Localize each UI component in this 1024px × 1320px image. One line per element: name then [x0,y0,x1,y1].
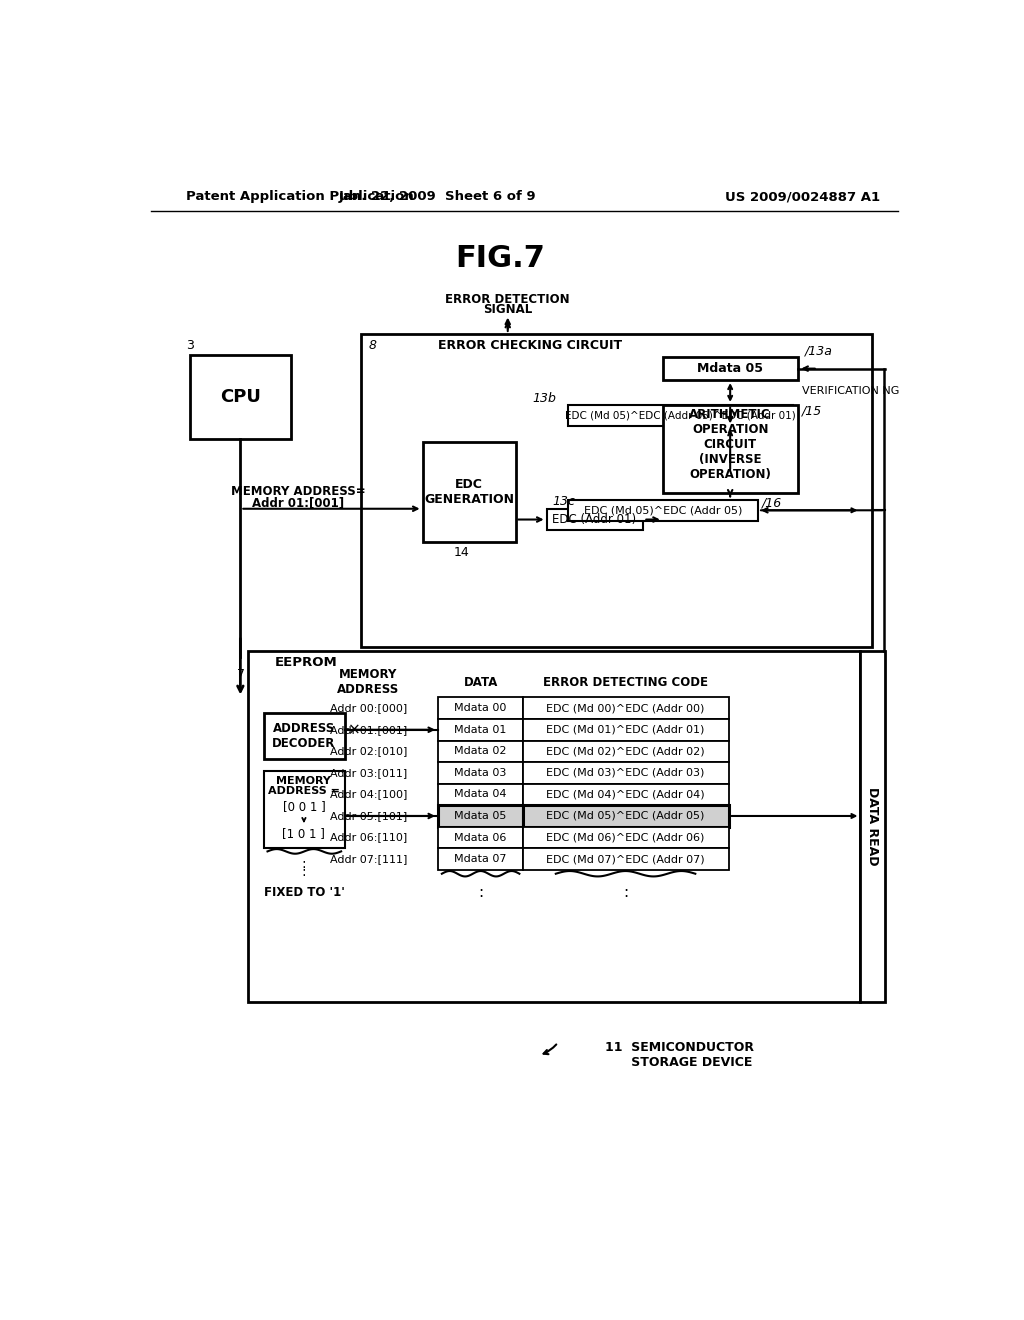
Bar [523,762,729,784]
Bar [523,805,729,826]
Text: EDC (Addr 01): EDC (Addr 01) [553,513,637,527]
Text: EDC (Md 00)^EDC (Addr 00): EDC (Md 00)^EDC (Addr 00) [547,704,705,713]
Text: :: : [478,886,483,900]
Text: MEMORY: MEMORY [276,776,332,787]
Text: MEMORY ADDRESS=: MEMORY ADDRESS= [231,486,366,499]
Text: Addr 00:[000]: Addr 00:[000] [330,704,407,713]
Text: EEPROM: EEPROM [274,656,338,669]
Text: /16: /16 [762,496,782,510]
Text: EDC (Md 05)^EDC (Addr 05): EDC (Md 05)^EDC (Addr 05) [584,506,742,515]
Text: Mdata 04: Mdata 04 [455,789,507,800]
Text: Mdata 01: Mdata 01 [455,725,507,735]
Bar [523,826,729,849]
Text: 14: 14 [454,546,469,560]
Text: ERROR CHECKING CIRCUIT: ERROR CHECKING CIRCUIT [438,339,623,352]
Bar [523,697,729,719]
Text: Jan. 22, 2009  Sheet 6 of 9: Jan. 22, 2009 Sheet 6 of 9 [339,190,537,203]
Text: Mdata 06: Mdata 06 [455,833,507,842]
Text: DATA READ: DATA READ [866,787,880,865]
Text: 7: 7 [237,668,245,681]
Bar [860,651,885,1002]
Text: Mdata 00: Mdata 00 [455,704,507,713]
Bar [568,499,758,521]
Bar [423,442,515,543]
Text: Mdata 02: Mdata 02 [455,746,507,756]
Text: Mdata 05: Mdata 05 [697,362,763,375]
Text: FIG.7: FIG.7 [455,244,545,273]
Text: Mdata 07: Mdata 07 [455,854,507,865]
Text: ERROR DETECTING CODE: ERROR DETECTING CODE [543,676,708,689]
Bar [523,784,729,805]
Text: Addr 01:[001]: Addr 01:[001] [330,725,407,735]
Bar [360,334,872,647]
Bar [438,826,523,849]
Text: :: : [623,886,628,900]
Text: 11  SEMICONDUCTOR
      STORAGE DEVICE: 11 SEMICONDUCTOR STORAGE DEVICE [604,1041,754,1069]
Text: :: : [302,865,306,879]
Text: EDC (Md 01)^EDC (Addr 01): EDC (Md 01)^EDC (Addr 01) [547,725,705,735]
Text: EDC
GENERATION: EDC GENERATION [424,478,514,506]
Bar [438,849,523,870]
Bar [438,762,523,784]
Bar [190,355,291,440]
Text: FIXED TO '1': FIXED TO '1' [263,886,344,899]
Text: Addr 03:[011]: Addr 03:[011] [330,768,407,777]
Text: EDC (Md 05)^EDC (Addr 05): EDC (Md 05)^EDC (Addr 05) [547,810,705,821]
Bar [438,697,523,719]
Bar [523,741,729,762]
Text: Mdata 03: Mdata 03 [455,768,507,777]
Bar [547,508,643,531]
Text: Addr 07:[111]: Addr 07:[111] [330,854,407,865]
Text: 13b: 13b [532,392,557,405]
Bar [663,405,799,494]
Bar [438,784,523,805]
Text: 13c: 13c [553,495,575,508]
Text: ARITHMETIC
OPERATION
CIRCUIT
(INVERSE
OPERATION): ARITHMETIC OPERATION CIRCUIT (INVERSE OP… [689,408,771,482]
Text: CPU: CPU [220,388,261,407]
Text: EDC (Md 03)^EDC (Addr 03): EDC (Md 03)^EDC (Addr 03) [547,768,705,777]
Text: Addr 05:[101]: Addr 05:[101] [330,810,407,821]
Text: Patent Application Publication: Patent Application Publication [186,190,414,203]
Bar [568,405,793,426]
Text: 3: 3 [186,339,194,352]
Bar [438,741,523,762]
Text: ×: × [348,722,360,738]
Text: ERROR DETECTION: ERROR DETECTION [445,293,570,306]
Text: /13a: /13a [805,345,833,358]
Text: MEMORY
ADDRESS: MEMORY ADDRESS [337,668,399,696]
Bar [523,849,729,870]
Text: /15: /15 [802,404,822,417]
Bar [438,805,523,826]
Text: Addr 01:[001]: Addr 01:[001] [253,496,344,510]
Bar [263,713,345,759]
Bar [248,651,860,1002]
Text: Addr 02:[010]: Addr 02:[010] [330,746,407,756]
Bar [523,719,729,741]
Text: DATA: DATA [464,676,498,689]
Text: EDC (Md 05)^EDC (Addr 05)^EDC (Addr 01): EDC (Md 05)^EDC (Addr 05)^EDC (Addr 01) [565,411,796,421]
Text: EDC (Md 07)^EDC (Addr 07): EDC (Md 07)^EDC (Addr 07) [546,854,705,865]
Text: :: : [302,858,306,871]
Text: ADDRESS
DECODER: ADDRESS DECODER [272,722,336,750]
Text: Addr 06:[110]: Addr 06:[110] [330,833,407,842]
Text: VERIFICATION NG: VERIFICATION NG [802,385,900,396]
Text: [1 0 1 ]: [1 0 1 ] [283,828,326,841]
Text: EDC (Md 02)^EDC (Addr 02): EDC (Md 02)^EDC (Addr 02) [546,746,705,756]
Text: EDC (Md 06)^EDC (Addr 06): EDC (Md 06)^EDC (Addr 06) [547,833,705,842]
Text: 8: 8 [369,339,376,352]
Bar [663,358,799,380]
Text: [0 0 1 ]: [0 0 1 ] [283,800,326,813]
Text: Mdata 05: Mdata 05 [455,810,507,821]
Text: EDC (Md 04)^EDC (Addr 04): EDC (Md 04)^EDC (Addr 04) [546,789,705,800]
Text: SIGNAL: SIGNAL [483,302,532,315]
Text: US 2009/0024887 A1: US 2009/0024887 A1 [725,190,880,203]
Text: ADDRESS =: ADDRESS = [268,787,340,796]
Bar [438,719,523,741]
Bar [263,771,345,847]
Text: Addr 04:[100]: Addr 04:[100] [330,789,407,800]
